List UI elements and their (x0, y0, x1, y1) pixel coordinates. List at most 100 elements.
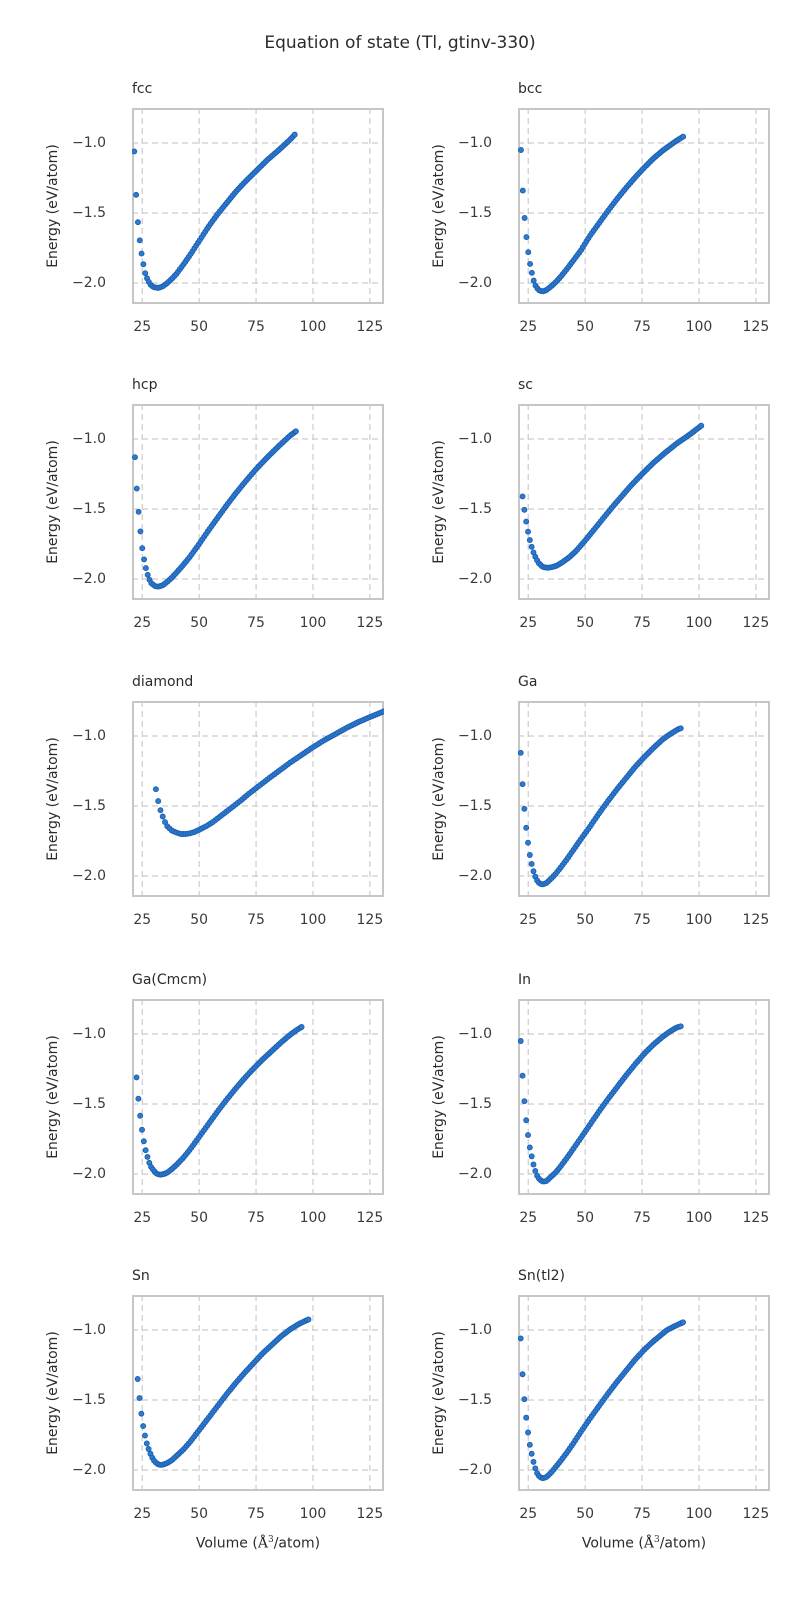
data-point (528, 861, 535, 867)
data-point (530, 1161, 537, 1168)
scatter-series (518, 1319, 686, 1482)
data-point (530, 277, 537, 284)
x-tick-label: 125 (356, 1210, 384, 1226)
subplot-title: Sn (132, 1268, 150, 1284)
data-point (677, 1023, 684, 1030)
x-tick-label: 50 (190, 615, 209, 631)
plot-area (518, 404, 770, 600)
x-tick-label: 100 (685, 615, 713, 631)
data-point (518, 1038, 524, 1044)
data-point (527, 261, 534, 267)
y-tick-label: −2.0 (458, 1462, 492, 1478)
axes-frame (132, 1295, 384, 1491)
y-tick-label: −2.0 (72, 275, 106, 291)
data-point (530, 868, 537, 875)
scatter-series (518, 133, 686, 295)
plot-area (518, 999, 770, 1195)
subplot-in: In Energy (eV/atom) −1.0 −1.5 −2.0 25 50 75 10… (431, 972, 770, 1226)
y-tick-label: −2.0 (458, 275, 492, 291)
data-point (140, 261, 147, 268)
data-point (523, 1117, 530, 1124)
plot-area (132, 701, 384, 897)
data-point (133, 1074, 140, 1081)
axes-frame (518, 999, 770, 1195)
data-point (680, 133, 686, 140)
subplot-diamond: diamond Energy (eV/atom) −1.0 −1.5 −2.0 25 5… (45, 674, 384, 928)
x-tick-label: 75 (633, 319, 651, 335)
y-tick-label: −1.5 (458, 1392, 492, 1408)
data-point (134, 1376, 141, 1382)
x-tick-label: 50 (576, 1210, 595, 1226)
data-point (518, 147, 524, 153)
data-point (519, 1371, 526, 1378)
subplot-sn: Sn Energy (eV/atom) Volume (Å3/atom) −1.… (45, 1268, 384, 1552)
y-tick-label: −1.5 (72, 205, 106, 221)
data-point (292, 428, 299, 435)
data-point (136, 1395, 143, 1401)
y-tick-label: −2.0 (72, 571, 106, 587)
data-point (518, 749, 524, 756)
x-tick-label: 125 (742, 1210, 770, 1226)
data-point (528, 1153, 535, 1160)
y-tick-label: −1.5 (72, 798, 106, 814)
data-point (526, 537, 533, 544)
y-tick-label: −1.0 (72, 1322, 106, 1338)
x-tick-label: 25 (133, 1210, 152, 1226)
x-axis-label-suffix: /atom) (273, 1535, 321, 1552)
x-axis-label-prefix: Volume ( (195, 1535, 258, 1552)
y-tick-label: −2.0 (72, 868, 106, 884)
x-tick-label: 100 (299, 1506, 327, 1522)
y-tick-label: −1.0 (72, 135, 106, 151)
subplot-hcp: hcp Energy (eV/atom) −1.0 −1.5 −2.0 25 50 75 1… (45, 377, 384, 631)
x-tick-label: 50 (190, 1506, 209, 1522)
x-tick-label: 75 (247, 319, 265, 335)
subplot-title: diamond (132, 674, 194, 690)
subplot-bcc: bcc Energy (eV/atom) −1.0 −1.5 −2.0 25 50 75 1… (431, 81, 770, 335)
data-point (523, 518, 530, 525)
scatter-series (518, 725, 684, 888)
x-tick-label: 75 (633, 1506, 651, 1522)
data-point (134, 219, 141, 226)
angstrom-exponent: 3 (267, 1535, 274, 1545)
angstrom-symbol: Å (643, 1535, 654, 1552)
y-tick-label: −2.0 (458, 1166, 492, 1182)
axes-frame (132, 108, 384, 304)
data-point (680, 1319, 686, 1326)
x-tick-label: 25 (519, 615, 538, 631)
axes-frame (132, 404, 384, 600)
x-tick-label: 100 (685, 912, 713, 928)
y-tick-label: −1.5 (458, 1096, 492, 1112)
data-point (525, 528, 531, 535)
subplot-title: Sn(tl2) (518, 1268, 565, 1284)
data-point (519, 781, 526, 788)
data-point (528, 543, 535, 550)
data-point (532, 1465, 539, 1472)
angstrom-symbol: Å (257, 1535, 268, 1552)
data-point (519, 187, 526, 194)
data-point (530, 1458, 537, 1465)
subplot-title: sc (518, 377, 533, 393)
data-point (526, 852, 533, 858)
y-tick-label: −1.0 (458, 1026, 492, 1042)
x-tick-label: 25 (519, 912, 538, 928)
data-point (521, 805, 528, 812)
subplot-title: Ga(Cmcm) (132, 972, 208, 988)
data-point (677, 725, 684, 732)
plot-area (518, 701, 770, 897)
data-point (137, 1112, 144, 1119)
data-point (528, 1450, 535, 1457)
x-tick-label: 100 (299, 1210, 327, 1226)
data-point (523, 1414, 530, 1421)
data-point (521, 506, 528, 513)
plot-area (518, 108, 770, 304)
y-tick-label: −1.5 (72, 1096, 106, 1112)
x-tick-label: 50 (190, 1210, 209, 1226)
x-tick-label: 25 (133, 319, 152, 335)
data-point (144, 571, 151, 578)
x-tick-label: 75 (633, 912, 651, 928)
y-tick-label: −1.0 (72, 1026, 106, 1042)
data-point (305, 1316, 312, 1323)
data-point (142, 270, 149, 277)
data-point (132, 148, 138, 155)
data-point (698, 422, 705, 429)
